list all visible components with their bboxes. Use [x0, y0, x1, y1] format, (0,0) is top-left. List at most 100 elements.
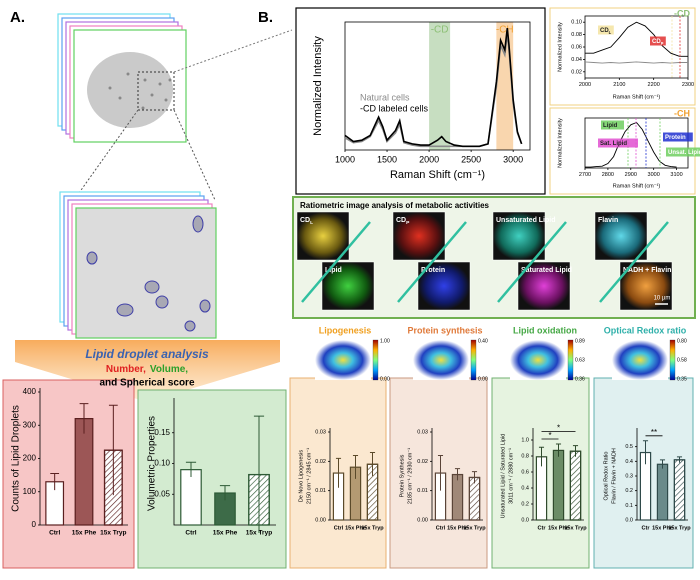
y-tick-label: 0.08	[571, 32, 582, 38]
annotation-box	[650, 36, 666, 46]
colorbar-tick: 0.63	[575, 357, 585, 363]
annotation-label-main: Unsat. Lipid	[668, 150, 700, 156]
map-title: Lipid oxidation	[513, 325, 577, 335]
axis	[173, 398, 276, 526]
annotation-box	[663, 132, 693, 142]
image-label: CDL	[300, 217, 313, 226]
annotation-label: Sat. Lipid	[600, 141, 627, 147]
x-axis-label: Raman Shift (cm⁻¹)	[613, 94, 661, 100]
scale-bar-label: 10 µm	[654, 296, 671, 302]
y-axis-label: Normalized Intensity	[557, 118, 563, 168]
error-bar	[454, 468, 461, 481]
y-axis-label: Optical Redox Ratio	[603, 452, 609, 501]
error-bar	[437, 454, 444, 491]
colorbar-tick: 0.35	[677, 376, 687, 382]
divider	[397, 221, 467, 303]
image-label: CDP	[396, 217, 410, 226]
y-tick-label: 0.2	[625, 488, 633, 494]
spectrum-line	[344, 28, 523, 148]
colorbar-tick: 0.00	[478, 376, 488, 382]
x-tick-label: 2500	[461, 154, 481, 164]
x-tick-label: 3100	[670, 172, 682, 178]
y-tick-label: 0.0	[521, 517, 529, 523]
microscopy-image	[594, 211, 648, 261]
colorbar	[372, 339, 379, 381]
divider	[301, 221, 371, 303]
spectrum-line	[585, 21, 688, 57]
x-tick-label: 15x Tryp	[361, 525, 384, 531]
y-tick-label: 0.01	[417, 488, 428, 494]
y-tick-label: 0.0	[625, 517, 633, 523]
x-tick-label: 2200	[648, 82, 660, 88]
y-tick-label: 0.15	[154, 428, 170, 437]
inset-tag: -CD	[674, 8, 690, 18]
ratio-map	[315, 340, 371, 380]
analysis-title: Lipid droplet analysis	[85, 347, 209, 361]
x-tick-label: 1500	[377, 154, 397, 164]
band-label: -CD	[431, 25, 449, 36]
arrow	[15, 340, 280, 402]
colorbar-tick: 0.80	[677, 338, 687, 344]
y-tick-label: 300	[23, 420, 37, 429]
x-tick-label: 15x Phe	[72, 530, 97, 537]
y-axis-label: Counts of Lipid Droplets	[11, 405, 22, 512]
y-tick-label: 0.05	[154, 489, 170, 498]
colorbar-tick: 0.36	[575, 376, 585, 382]
error-bar	[659, 459, 666, 469]
x-tick-label: 2100	[613, 82, 625, 88]
bar	[656, 463, 669, 521]
image-label-sub: P	[406, 220, 410, 226]
image-label-main: Flavin	[598, 217, 618, 224]
y-tick-label: 0.4	[625, 459, 633, 465]
band-label: -CH	[496, 25, 514, 36]
x-tick-label: Ctrl	[185, 530, 196, 537]
colorbar-tick: 0.00	[380, 376, 390, 382]
x-tick-label: 15x Tryp	[668, 525, 691, 531]
image-label-main: NADH + Flavin	[623, 267, 671, 274]
image-label: NADH + Flavin	[623, 267, 671, 274]
ratiometric-title: Ratiometric image analysis of metabolic …	[300, 201, 490, 210]
annotation-box	[601, 120, 624, 130]
panel-label: B.	[258, 9, 273, 26]
x-tick-label: 15x Phe	[447, 525, 468, 531]
colorbar-tick: 0.89	[575, 338, 585, 344]
map-title: Lipogenesis	[319, 325, 372, 335]
error-bar	[572, 445, 579, 457]
y-tick-label: 0.1	[625, 503, 633, 509]
x-axis-label: Raman Shift (cm⁻¹)	[613, 183, 661, 189]
annotation-label-sub: L	[609, 30, 612, 35]
error-bar	[642, 440, 649, 465]
divider	[497, 221, 567, 303]
x-tick-label: 2300	[682, 82, 694, 88]
image-label-sub: L	[310, 220, 313, 226]
error-bar	[108, 404, 118, 496]
y-tick-label: 0.2	[521, 501, 529, 507]
colorbar	[470, 339, 477, 381]
y-tick-label: 0.00	[417, 517, 428, 523]
error-bar	[253, 415, 265, 533]
significance-label: *	[548, 431, 551, 440]
metric-number: Number,	[106, 364, 146, 375]
panel-label: A.	[10, 9, 25, 26]
error-bar	[79, 403, 89, 434]
colorbar-tick: 0.58	[677, 357, 687, 363]
annotation-label: CDP	[652, 39, 664, 46]
y-tick-label: 0.10	[571, 20, 582, 26]
y-tick-label: 0.02	[315, 459, 326, 465]
chart-panel	[2, 379, 135, 569]
bar-hatch	[468, 476, 481, 521]
error-bar	[352, 454, 359, 479]
x-tick-label: 3000	[503, 154, 523, 164]
x-tick-label: 15x Phe	[652, 525, 673, 531]
x-tick-label: 15x Phe	[548, 525, 569, 531]
colorbar-tick: 0.40	[478, 338, 488, 344]
annotation-label-main: CD	[652, 39, 661, 45]
image-label: Saturated Lipid	[521, 267, 572, 274]
y-tick-label: 0.4	[521, 485, 529, 491]
x-tick-label: 2900	[625, 172, 637, 178]
x-tick-label: 15x Phe	[213, 530, 238, 537]
legend-entry: Natural cells	[360, 92, 410, 102]
x-tick-label: 15x Tryp	[100, 530, 126, 537]
y-axis-label: Normalized Intensity	[557, 22, 563, 72]
